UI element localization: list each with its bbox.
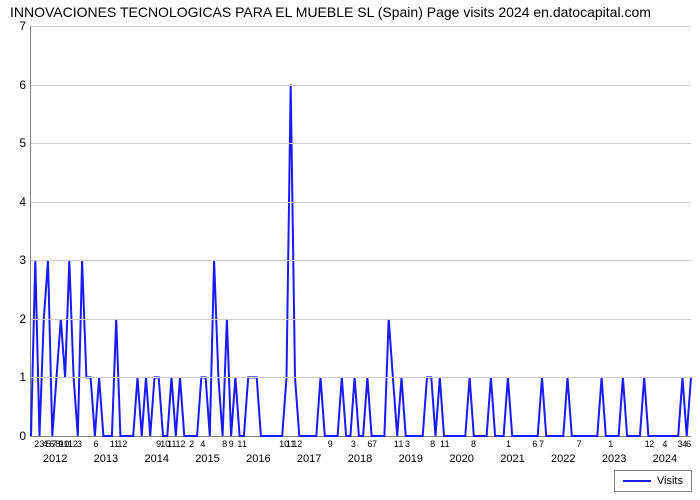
y-tick-label: 7 [19, 19, 26, 33]
x-tick-minor: 12 [175, 439, 185, 449]
x-tick-minor: 9 [229, 439, 234, 449]
gridline [31, 26, 691, 27]
x-tick-year: 2021 [500, 453, 524, 465]
x-tick-year: 2017 [297, 453, 321, 465]
x-tick-year: 2013 [94, 453, 118, 465]
x-tick-minor: 8 [222, 439, 227, 449]
y-tick-label: 2 [19, 312, 26, 326]
x-tick-year: 2020 [449, 453, 473, 465]
x-tick-year: 2014 [144, 453, 168, 465]
x-tick-year: 2015 [195, 453, 219, 465]
x-tick-minor: 6 [93, 439, 98, 449]
x-tick-minor: 6 [686, 439, 691, 449]
y-tick-label: 5 [19, 136, 26, 150]
x-tick-minor: 8 [430, 439, 435, 449]
x-tick-minor: 1 [398, 439, 403, 449]
x-tick-year: 2016 [246, 453, 270, 465]
gridline [31, 319, 691, 320]
gridline [31, 143, 691, 144]
x-tick-year: 2024 [653, 453, 677, 465]
chart-title: INNOVACIONES TECNOLOGICAS PARA EL MUEBLE… [10, 4, 651, 20]
legend-label: Visits [657, 475, 683, 487]
x-tick-year: 2022 [551, 453, 575, 465]
x-tick-minor: 9 [328, 439, 333, 449]
x-tick-minor: 4 [200, 439, 205, 449]
x-tick-minor: 3 [351, 439, 356, 449]
x-tick-year: 2023 [602, 453, 626, 465]
x-tick-minor: 2 [649, 439, 654, 449]
x-tick-minor: 7 [372, 439, 377, 449]
gridline [31, 260, 691, 261]
y-tick-label: 0 [19, 429, 26, 443]
line-series [31, 26, 691, 436]
x-tick-year: 2012 [43, 453, 67, 465]
x-tick-minor: 2 [34, 439, 39, 449]
x-tick-minor: 2 [189, 439, 194, 449]
x-tick-year: 2019 [399, 453, 423, 465]
x-tick-minor: 12 [292, 439, 302, 449]
gridline [31, 85, 691, 86]
y-tick-label: 3 [19, 253, 26, 267]
gridline [31, 377, 691, 378]
x-tick-minor: 1 [445, 439, 450, 449]
y-tick-label: 6 [19, 78, 26, 92]
x-tick-minor: 3 [405, 439, 410, 449]
x-tick-minor: 6 [532, 439, 537, 449]
x-tick-minor: 12 [117, 439, 127, 449]
chart-plot-area [30, 26, 691, 437]
y-tick-label: 1 [19, 370, 26, 384]
x-tick-year: 2018 [348, 453, 372, 465]
x-tick-minor: 4 [662, 439, 667, 449]
y-tick-label: 4 [19, 195, 26, 209]
chart-legend: Visits [614, 470, 692, 492]
x-tick-minor: 7 [577, 439, 582, 449]
x-tick-minor: 7 [539, 439, 544, 449]
x-tick-minor: 1 [242, 439, 247, 449]
legend-swatch [623, 480, 651, 482]
x-tick-minor: 8 [471, 439, 476, 449]
x-tick-minor: 1 [608, 439, 613, 449]
x-tick-minor: 1 [506, 439, 511, 449]
gridline [31, 202, 691, 203]
x-tick-minor: 3 [77, 439, 82, 449]
